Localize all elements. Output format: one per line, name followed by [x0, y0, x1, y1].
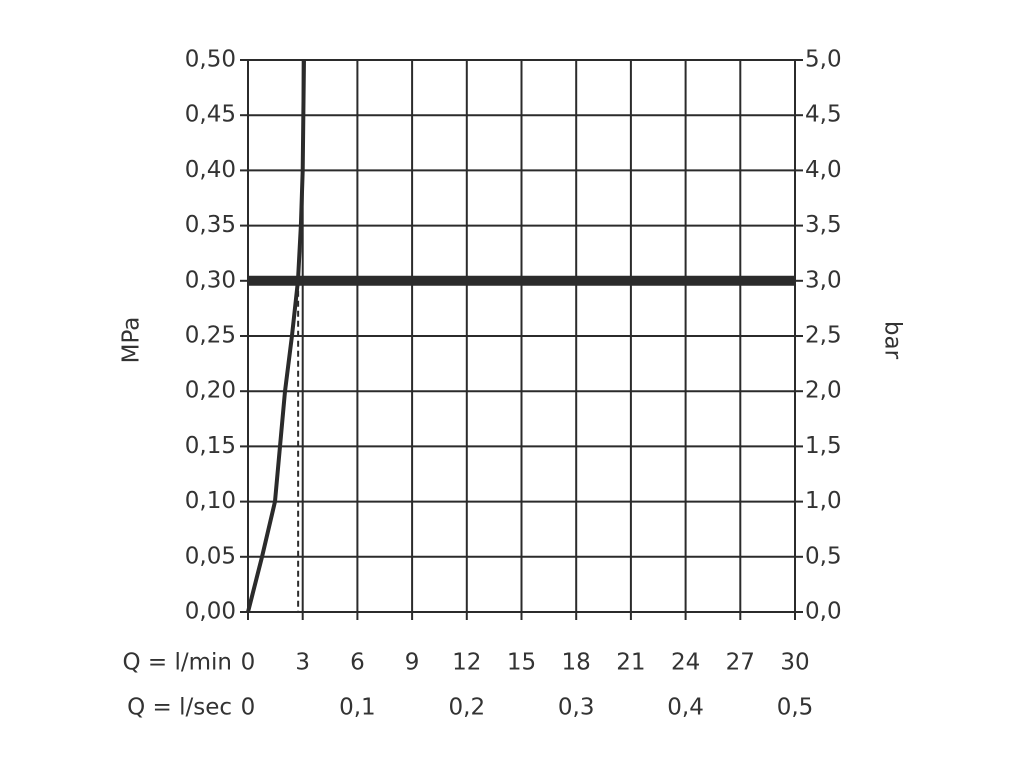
y-tick-label: 0,45	[185, 102, 236, 128]
x-tick-label: 12	[452, 650, 481, 676]
y2-tick-label: 2,5	[805, 323, 842, 349]
x2-tick-label: 0,1	[339, 695, 376, 721]
x-tick-label: 30	[780, 650, 809, 676]
y-tick-label: 0,25	[185, 323, 236, 349]
curve	[246, 59, 306, 613]
x-tick-label: 9	[405, 650, 420, 676]
y2-tick-label: 4,5	[805, 102, 842, 128]
x-tick-label: 21	[616, 650, 645, 676]
x2-tick-label: 0	[241, 695, 256, 721]
x2-axis-label: Q = l/sec	[127, 695, 232, 721]
x-tick-label: 0	[241, 650, 256, 676]
y2-tick-label: 2,0	[805, 378, 842, 404]
x-tick-label: 18	[562, 650, 591, 676]
y2-tick-label: 0,0	[805, 599, 842, 625]
y-tick-label: 0,00	[185, 599, 236, 625]
y-tick-label: 0,35	[185, 212, 236, 238]
x2-tick-label: 0,2	[449, 695, 486, 721]
y2-axis-label: bar	[880, 321, 906, 360]
x-tick-label: 24	[671, 650, 700, 676]
y2-tick-label: 1,5	[805, 433, 842, 459]
y-tick-label: 0,50	[185, 47, 236, 73]
x2-tick-label: 0,4	[667, 695, 704, 721]
y2-tick-label: 4,0	[805, 157, 842, 183]
y-tick-label: 0,40	[185, 157, 236, 183]
y2-tick-label: 3,0	[805, 267, 842, 293]
x-tick-label: 27	[726, 650, 755, 676]
x2-tick-label: 0,3	[558, 695, 595, 721]
y-tick-label: 0,20	[185, 378, 236, 404]
y-tick-label: 0,15	[185, 433, 236, 459]
y-tick-label: 0,05	[185, 543, 236, 569]
plot-frame	[247, 59, 796, 613]
y-axis-label: MPa	[119, 317, 145, 364]
y2-tick-label: 3,5	[805, 212, 842, 238]
x-tick-label: 3	[295, 650, 310, 676]
y-tick-label: 0,10	[185, 488, 236, 514]
y2-tick-label: 1,0	[805, 488, 842, 514]
x2-tick-label: 0,5	[777, 695, 814, 721]
x-tick-label: 6	[350, 650, 365, 676]
y2-tick-label: 0,5	[805, 543, 842, 569]
x-tick-label: 15	[507, 650, 536, 676]
x-axis-label: Q = l/min	[122, 650, 232, 676]
y-tick-label: 0,30	[185, 267, 236, 293]
y2-tick-label: 5,0	[805, 47, 842, 73]
